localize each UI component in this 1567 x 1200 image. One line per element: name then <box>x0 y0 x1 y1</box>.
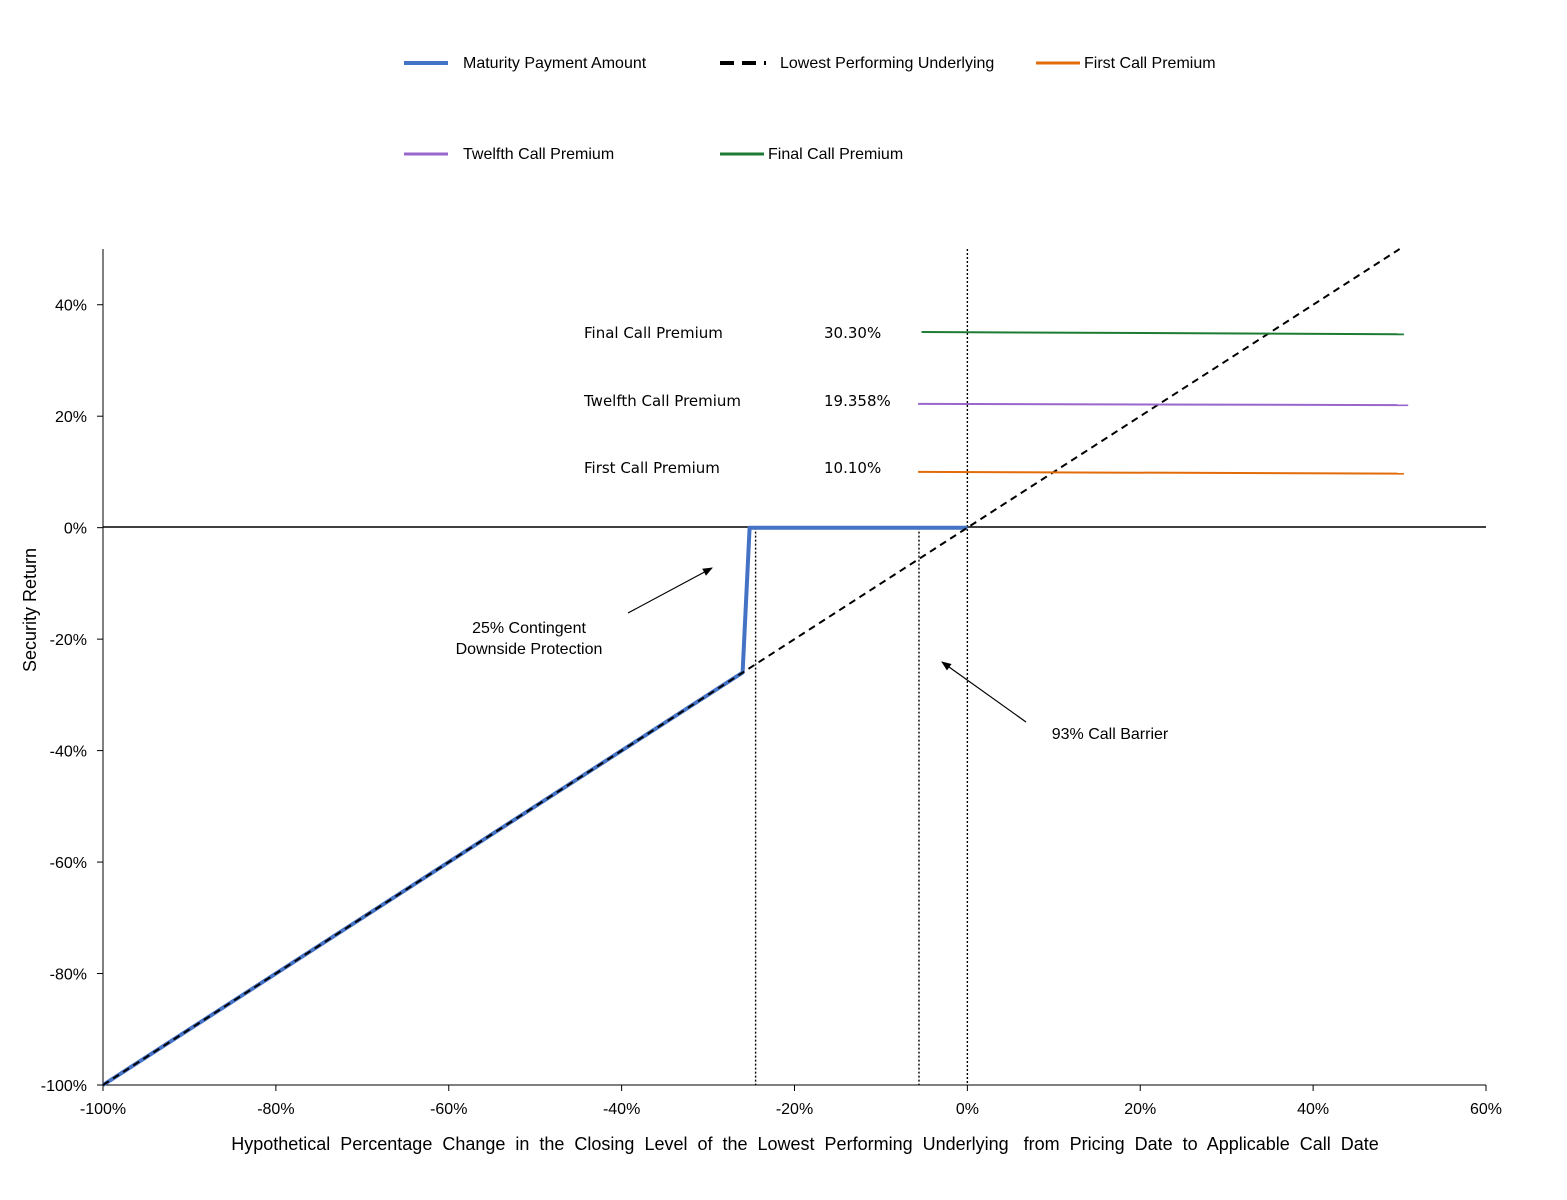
y-tick-label: -80% <box>50 967 87 984</box>
series-line-final-call-premium <box>921 331 1404 336</box>
x-tick-label: 20% <box>1124 1101 1156 1118</box>
x-tick-label: -80% <box>257 1101 294 1118</box>
call-barrier-arrow <box>941 661 1027 723</box>
legend-label-first: First Call Premium <box>1084 55 1216 72</box>
legend: Maturity Payment Amount Lowest Performin… <box>404 55 1216 163</box>
first-premium-value: 10.10% <box>824 459 881 477</box>
y-tick-label: 0% <box>64 521 87 538</box>
final-premium-value: 30.30% <box>824 324 881 342</box>
legend-label-twelfth: Twelfth Call Premium <box>463 146 614 163</box>
x-tick-label: 40% <box>1297 1101 1329 1118</box>
reference-lines <box>754 249 969 1085</box>
y-tick-label: 40% <box>55 298 87 315</box>
y-tick-label: -40% <box>50 744 87 761</box>
contingent-arrow <box>627 567 713 614</box>
series <box>101 248 1409 1087</box>
x-tick-label: 0% <box>956 1101 979 1118</box>
legend-label-final: Final Call Premium <box>768 146 903 163</box>
y-tick-label: -60% <box>50 855 87 872</box>
x-tick-label: 60% <box>1470 1101 1502 1118</box>
y-tick-label: -100% <box>41 1078 87 1095</box>
twelfth-premium-value: 19.358% <box>824 392 891 410</box>
y-tick-label: -20% <box>50 632 87 649</box>
x-tick-label: -100% <box>80 1101 126 1118</box>
legend-label-maturity: Maturity Payment Amount <box>463 55 647 72</box>
x-axis-title: Hypothetical Percentage Change in the Cl… <box>231 1134 1379 1154</box>
final-premium-name: Final Call Premium <box>584 324 723 342</box>
series-line-twelfth-call-premium <box>918 402 1409 407</box>
call-barrier-label: 93% Call Barrier <box>1052 726 1169 743</box>
annotations: 25% Contingent Downside Protection 93% C… <box>456 567 1169 743</box>
contingent-label-line2: Downside Protection <box>456 641 603 658</box>
legend-label-lowest: Lowest Performing Underlying <box>780 55 994 72</box>
twelfth-premium-name: Twelfth Call Premium <box>583 392 741 410</box>
series-line-maturity-payment-amount <box>101 525 968 1087</box>
x-tick-label: -60% <box>430 1101 467 1118</box>
x-tick-label: -20% <box>776 1101 813 1118</box>
series-line-lowest-performing-underlying <box>102 248 1401 1086</box>
first-premium-name: First Call Premium <box>584 459 720 477</box>
x-axis-ticks: -100% -80% -60% -40% -20% 0% 20% 40% 60% <box>80 1085 1502 1118</box>
y-axis-title: Security Return <box>20 548 40 672</box>
y-axis-ticks: -100% -80% -60% -40% -20% 0% 20% 40% <box>41 298 103 1095</box>
series-line-first-call-premium <box>918 470 1404 475</box>
contingent-label-line1: 25% Contingent <box>472 620 586 637</box>
premium-labels: Final Call Premium 30.30% Twelfth Call P… <box>583 324 891 477</box>
y-tick-label: 20% <box>55 409 87 426</box>
x-tick-label: -40% <box>603 1101 640 1118</box>
